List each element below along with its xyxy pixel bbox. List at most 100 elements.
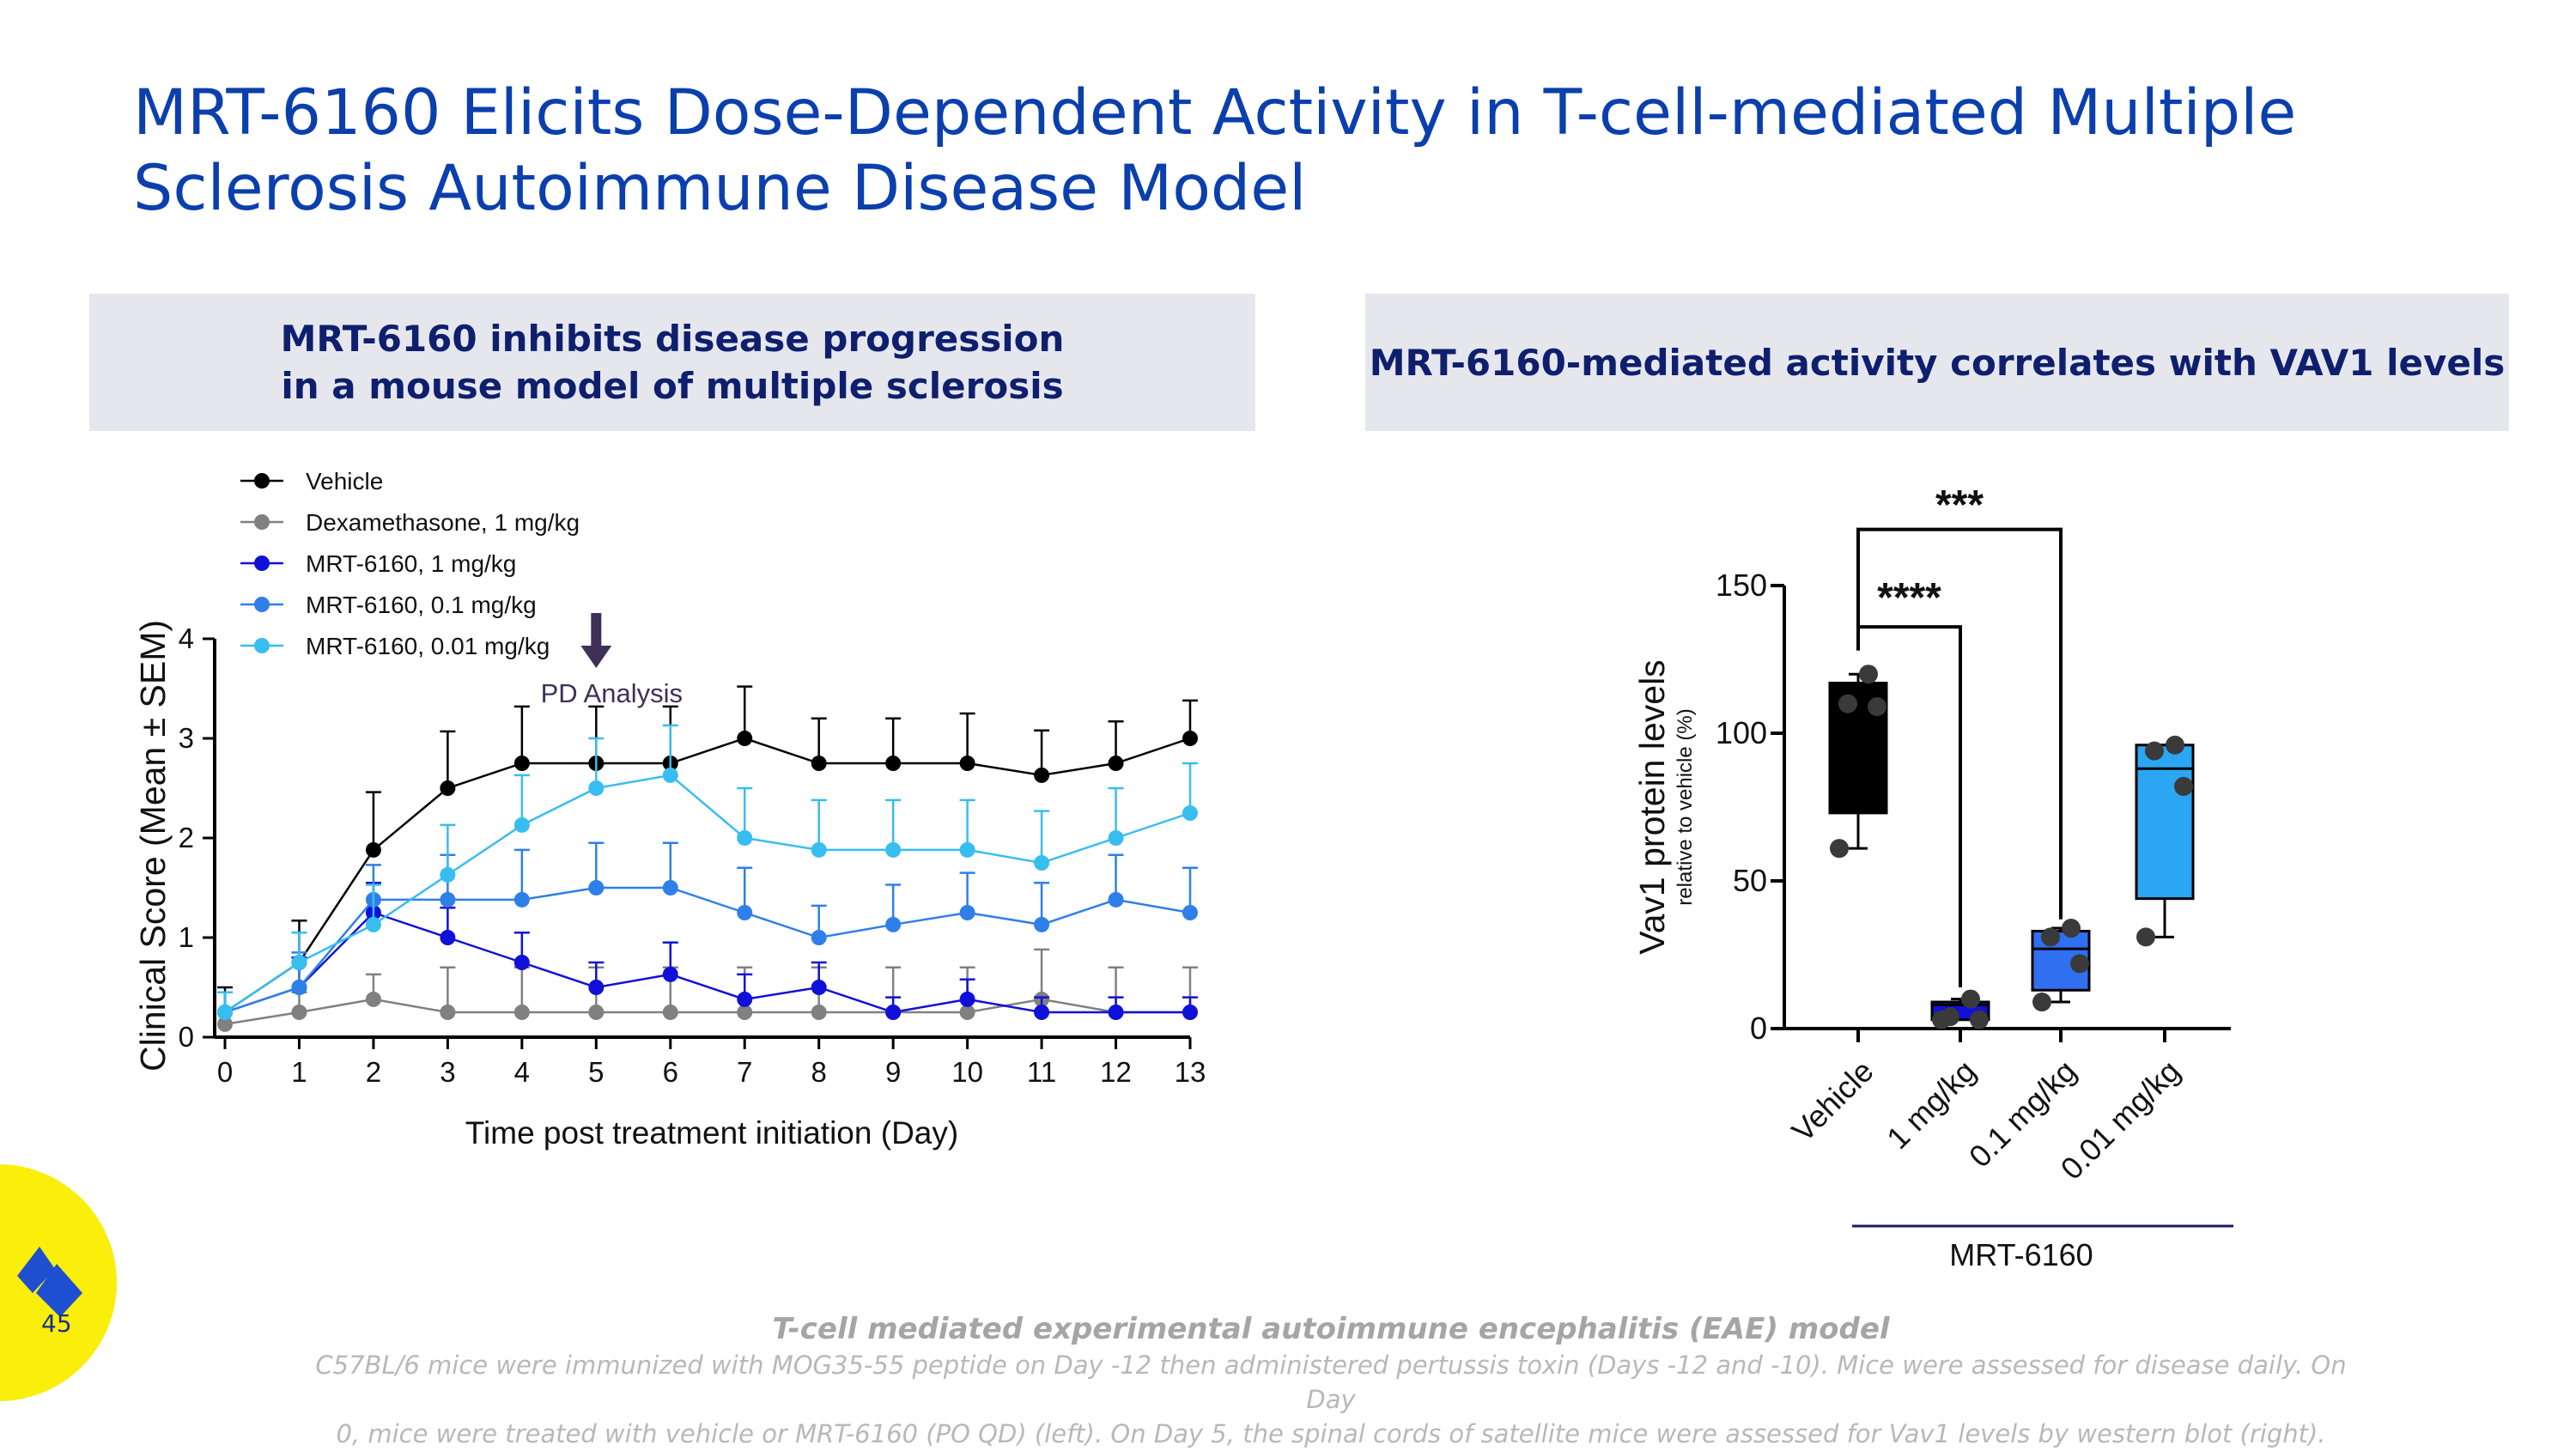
data-point (737, 830, 753, 846)
data-point (588, 980, 605, 995)
data-point (1961, 989, 1980, 1009)
series-4 (217, 724, 1198, 1020)
footer-title: T-cell mediated experimental autoimmune … (772, 1312, 1890, 1346)
data-point (737, 731, 753, 746)
data-point (737, 1005, 753, 1020)
left-panel-header: MRT-6160 inhibits disease progression in… (89, 294, 1255, 431)
significance-label: *** (1935, 483, 1984, 528)
data-point (1830, 839, 1849, 859)
data-point (959, 756, 975, 771)
legend-marker (254, 514, 270, 530)
data-point (1108, 891, 1124, 908)
box-1 (1930, 989, 1990, 1029)
data-point (959, 1005, 975, 1020)
y-tick-label: 0 (1750, 1011, 1767, 1046)
y-axis-label: Vav1 protein levels (1632, 659, 1672, 954)
y-tick-label: 0 (179, 1021, 194, 1053)
legend-marker (254, 638, 270, 653)
y-axis-label: Clinical Score (Mean ± SEM) (133, 620, 173, 1072)
data-point (217, 1016, 233, 1032)
y-tick-label: 150 (1716, 568, 1767, 603)
x-tick-label: Vehicle (1785, 1053, 1880, 1149)
data-point (811, 980, 827, 995)
right-panel-header-text: MRT-6160-mediated activity correlates wi… (1369, 341, 2506, 384)
data-point (365, 991, 381, 1007)
y-tick-label: 50 (1733, 863, 1767, 898)
data-point (1838, 694, 1857, 713)
pd-analysis-label: PD Analysis (541, 678, 683, 708)
data-point (513, 955, 530, 970)
data-point (2136, 927, 2155, 947)
y-axis-sublabel: relative to vehicle (%) (1674, 708, 1697, 905)
data-point (885, 841, 902, 858)
x-tick-label: 1 (291, 1056, 307, 1088)
x-tick-label: 11 (1027, 1056, 1056, 1088)
footer-line-1: C57BL/6 mice were immunized with MOG35-5… (315, 1351, 2347, 1414)
series-line (224, 774, 1191, 1014)
box (2135, 744, 2195, 901)
data-point (662, 966, 678, 982)
data-point (440, 1005, 456, 1020)
data-point (662, 880, 678, 895)
legend-label: Dexamethasone, 1 mg/kg (306, 509, 580, 536)
legend-label: MRT-6160, 1 mg/kg (306, 550, 516, 577)
box-0 (1828, 665, 1888, 859)
page-number: 45 (41, 1309, 72, 1338)
data-point (1108, 756, 1124, 771)
data-point (291, 955, 307, 970)
data-point (1941, 1007, 1959, 1027)
y-tick-label: 2 (179, 822, 194, 853)
legend-label: MRT-6160, 0.01 mg/kg (306, 633, 550, 659)
data-point (588, 780, 605, 796)
x-tick-label: 13 (1175, 1056, 1206, 1088)
y-tick-label: 4 (179, 622, 194, 654)
data-point (440, 891, 456, 908)
data-point (1868, 697, 1886, 717)
x-tick-label: 10 (951, 1056, 983, 1088)
y-tick-label: 1 (179, 921, 194, 953)
x-tick-label: 6 (663, 1056, 678, 1088)
legend-marker (254, 473, 270, 489)
x-tick-label: 1 mg/kg (1880, 1053, 1983, 1157)
x-axis-label: Time post treatment initiation (Day) (465, 1115, 958, 1150)
data-point (1859, 665, 1878, 684)
data-point (513, 817, 530, 833)
x-tick-label: 2 (366, 1056, 381, 1088)
data-point (2032, 993, 2051, 1012)
legend-marker (254, 597, 270, 612)
slide-title: MRT-6160 Elicits Dose-Dependent Activity… (133, 76, 2297, 225)
data-point (365, 841, 381, 858)
data-point (2174, 776, 2193, 796)
data-point (959, 841, 975, 858)
data-point (513, 891, 530, 908)
data-point (291, 1005, 307, 1020)
data-point (885, 916, 902, 932)
data-point (811, 756, 827, 771)
data-point (2145, 741, 2164, 761)
footer-body: C57BL/6 mice were immunized with MOG35-5… (292, 1348, 2370, 1451)
data-point (2041, 927, 2060, 947)
company-logo-icon (17, 1247, 82, 1317)
data-point (1182, 905, 1198, 920)
series-line (224, 737, 1191, 1014)
data-point (1034, 916, 1050, 932)
significance-label: **** (1877, 575, 1941, 621)
data-point (2166, 735, 2184, 755)
data-point (662, 1005, 678, 1020)
data-point (1108, 1005, 1124, 1020)
box-3 (2135, 735, 2195, 947)
data-point (513, 756, 530, 771)
x-tick-label: 0 (217, 1056, 233, 1088)
data-point (1034, 855, 1050, 871)
left-panel-header-line2: in a mouse model of multiple sclerosis (281, 365, 1064, 407)
data-point (959, 905, 975, 920)
data-point (737, 991, 753, 1007)
data-point (662, 767, 678, 783)
data-point (1182, 805, 1198, 821)
x-tick-label: 7 (737, 1056, 752, 1088)
data-point (588, 880, 605, 895)
data-point (217, 1005, 233, 1020)
data-point (1108, 830, 1124, 846)
data-point (513, 1005, 530, 1020)
significance-bracket (1856, 527, 2063, 920)
